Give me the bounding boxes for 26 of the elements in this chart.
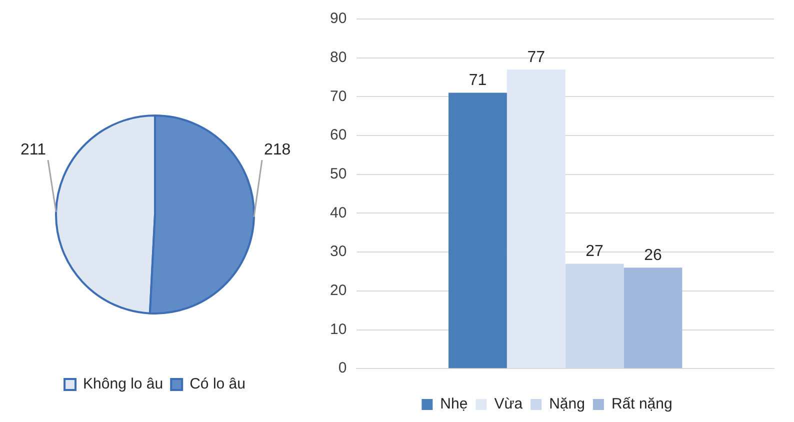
- data-label: 27: [586, 243, 604, 260]
- y-tick-label: 30: [330, 243, 347, 260]
- data-label: 71: [468, 72, 487, 90]
- y-tick-label: 50: [330, 166, 347, 183]
- bar: [506, 70, 566, 368]
- y-tick-label: 90: [330, 10, 347, 28]
- y-tick-label: 70: [330, 88, 347, 105]
- legend-label: Nặng: [549, 396, 585, 413]
- data-label: 26: [644, 247, 662, 264]
- legend-label: Không lo âu: [83, 376, 164, 393]
- y-tick-label: 0: [338, 360, 347, 377]
- y-tick-label: 20: [330, 282, 347, 300]
- bar: [624, 268, 682, 368]
- y-tick-label: 10: [330, 320, 347, 338]
- data-label: 211: [20, 141, 46, 158]
- data-label: 77: [527, 48, 546, 66]
- y-tick-label: 80: [330, 48, 347, 66]
- y-tick-label: 40: [330, 204, 347, 222]
- legend-label: Nhẹ: [440, 396, 468, 413]
- bar: [448, 92, 507, 368]
- bar: [565, 264, 624, 368]
- legend-label: Có lo âu: [190, 376, 246, 393]
- data-label: 218: [264, 141, 291, 158]
- legend-label: Rất nặng: [611, 396, 672, 413]
- legend-label: Vừa: [494, 396, 524, 413]
- y-tick-label: 60: [330, 126, 347, 144]
